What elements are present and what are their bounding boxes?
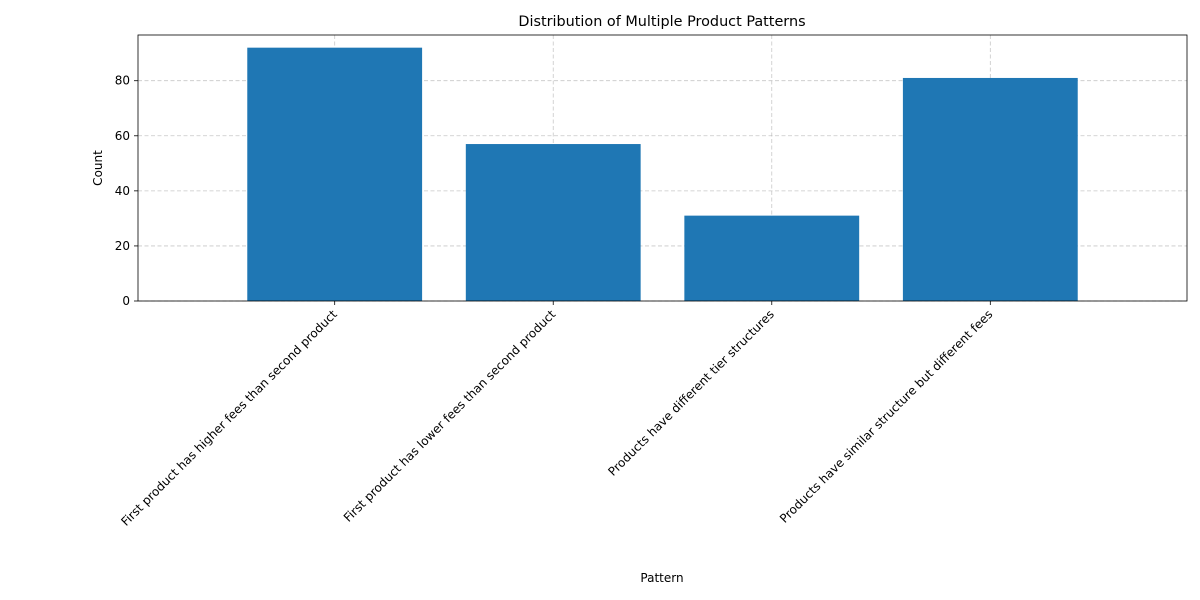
- y-tick-label: 0: [122, 294, 130, 308]
- y-tick-label: 20: [115, 239, 130, 253]
- bar-4: [902, 77, 1078, 302]
- y-axis-label: Count: [91, 150, 105, 186]
- x-tick-label: Products have different tier structures: [605, 307, 777, 479]
- y-tick-label: 60: [115, 129, 130, 143]
- x-tick-label: First product has higher fees than secon…: [118, 307, 340, 529]
- y-tick-label: 40: [115, 184, 130, 198]
- bar-2: [465, 144, 641, 301]
- bars: [247, 47, 1078, 302]
- y-tick-label: 80: [115, 74, 130, 88]
- plot-frame: [137, 34, 1188, 302]
- bar-1: [247, 47, 423, 301]
- x-tick-label: Products have similar structure but diff…: [777, 307, 995, 525]
- x-axis-label: Pattern: [640, 571, 683, 585]
- chart-title: Distribution of Multiple Product Pattern…: [518, 14, 805, 30]
- bar-3: [684, 215, 860, 301]
- x-tick-label: First product has lower fees than second…: [341, 307, 559, 525]
